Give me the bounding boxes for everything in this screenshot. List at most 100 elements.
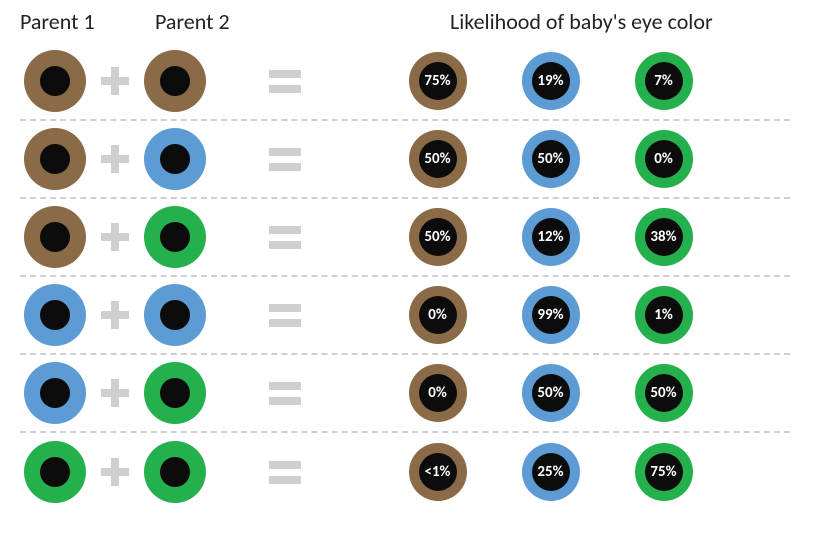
percent-brown: 0% bbox=[419, 374, 457, 412]
eye-brown-icon: <1% bbox=[409, 443, 467, 501]
result-brown-cell: 50% bbox=[390, 130, 485, 188]
pupil-icon bbox=[160, 300, 190, 330]
eye-brown-icon bbox=[24, 128, 86, 190]
percent-green: 1% bbox=[645, 296, 683, 334]
parent1-cell bbox=[20, 206, 90, 268]
header-likelihood: Likelihood of baby's eye color bbox=[450, 8, 790, 35]
pupil-icon bbox=[160, 222, 190, 252]
eye-color-chart: Parent 1 Parent 2 Likelihood of baby's e… bbox=[0, 0, 820, 553]
eye-green-icon bbox=[144, 362, 206, 424]
plus-icon bbox=[101, 223, 129, 251]
eye-blue-icon: 12% bbox=[522, 208, 580, 266]
parent2-cell bbox=[140, 284, 210, 346]
result-green-cell: 38% bbox=[616, 208, 711, 266]
percent-brown: 0% bbox=[419, 296, 457, 334]
eye-brown-icon: 0% bbox=[409, 364, 467, 422]
eye-green-icon bbox=[144, 441, 206, 503]
result-blue-cell: 19% bbox=[503, 52, 598, 110]
equals-icon bbox=[269, 304, 301, 327]
equals-cell bbox=[210, 382, 360, 405]
percent-brown: 75% bbox=[419, 62, 457, 100]
table-row: 50% 50% 0% bbox=[20, 121, 790, 199]
eye-blue-icon bbox=[144, 284, 206, 346]
eye-green-icon: 7% bbox=[635, 52, 693, 110]
result-brown-cell: 50% bbox=[390, 208, 485, 266]
pupil-icon bbox=[160, 66, 190, 96]
eye-blue-icon: 50% bbox=[522, 130, 580, 188]
equals-icon bbox=[269, 70, 301, 93]
parent2-cell bbox=[140, 50, 210, 112]
percent-blue: 25% bbox=[532, 453, 570, 491]
pupil-icon bbox=[40, 457, 70, 487]
pupil-icon bbox=[40, 300, 70, 330]
eye-brown-icon: 75% bbox=[409, 52, 467, 110]
eye-green-icon bbox=[24, 441, 86, 503]
result-brown-cell: 0% bbox=[390, 364, 485, 422]
eye-blue-icon bbox=[144, 128, 206, 190]
parent2-cell bbox=[140, 441, 210, 503]
eye-blue-icon: 19% bbox=[522, 52, 580, 110]
percent-blue: 99% bbox=[532, 296, 570, 334]
result-green-cell: 1% bbox=[616, 286, 711, 344]
result-brown-cell: <1% bbox=[390, 443, 485, 501]
equals-cell bbox=[210, 148, 360, 171]
pupil-icon bbox=[40, 66, 70, 96]
percent-brown: 50% bbox=[419, 140, 457, 178]
header-parent1: Parent 1 bbox=[20, 8, 125, 35]
percent-blue: 50% bbox=[532, 140, 570, 178]
plus-icon bbox=[101, 301, 129, 329]
pupil-icon bbox=[40, 144, 70, 174]
eye-blue-icon bbox=[24, 284, 86, 346]
eye-brown-icon bbox=[24, 206, 86, 268]
parent1-cell bbox=[20, 362, 90, 424]
result-brown-cell: 75% bbox=[390, 52, 485, 110]
eye-green-icon: 38% bbox=[635, 208, 693, 266]
eye-green-icon: 0% bbox=[635, 130, 693, 188]
equals-cell bbox=[210, 461, 360, 484]
plus-cell bbox=[90, 458, 140, 486]
parent2-cell bbox=[140, 128, 210, 190]
plus-cell bbox=[90, 301, 140, 329]
pupil-icon bbox=[40, 222, 70, 252]
eye-green-icon: 1% bbox=[635, 286, 693, 344]
eye-brown-icon: 50% bbox=[409, 208, 467, 266]
header-parent2: Parent 2 bbox=[155, 8, 260, 35]
equals-cell bbox=[210, 226, 360, 249]
result-blue-cell: 12% bbox=[503, 208, 598, 266]
equals-cell bbox=[210, 304, 360, 327]
parent1-cell bbox=[20, 128, 90, 190]
table-row: 0% 50% 50% bbox=[20, 355, 790, 433]
equals-icon bbox=[269, 148, 301, 171]
parent1-cell bbox=[20, 50, 90, 112]
equals-icon bbox=[269, 461, 301, 484]
result-blue-cell: 50% bbox=[503, 364, 598, 422]
pupil-icon bbox=[160, 378, 190, 408]
plus-cell bbox=[90, 223, 140, 251]
table-row: 75% 19% 7% bbox=[20, 43, 790, 121]
plus-cell bbox=[90, 145, 140, 173]
eye-green-icon: 75% bbox=[635, 443, 693, 501]
eye-blue-icon: 99% bbox=[522, 286, 580, 344]
plus-icon bbox=[101, 379, 129, 407]
eye-blue-icon: 50% bbox=[522, 364, 580, 422]
equals-icon bbox=[269, 382, 301, 405]
eye-brown-icon bbox=[24, 50, 86, 112]
percent-blue: 50% bbox=[532, 374, 570, 412]
table-row: 50% 12% 38% bbox=[20, 199, 790, 277]
eye-green-icon: 50% bbox=[635, 364, 693, 422]
result-green-cell: 75% bbox=[616, 443, 711, 501]
percent-green: 50% bbox=[645, 374, 683, 412]
plus-cell bbox=[90, 67, 140, 95]
pupil-icon bbox=[160, 144, 190, 174]
eye-brown-icon: 50% bbox=[409, 130, 467, 188]
parent2-cell bbox=[140, 362, 210, 424]
result-green-cell: 50% bbox=[616, 364, 711, 422]
percent-green: 75% bbox=[645, 453, 683, 491]
eye-blue-icon: 25% bbox=[522, 443, 580, 501]
percent-brown: <1% bbox=[419, 453, 457, 491]
plus-icon bbox=[101, 458, 129, 486]
table-row: <1% 25% 75% bbox=[20, 433, 790, 511]
eye-green-icon bbox=[144, 206, 206, 268]
eye-brown-icon: 0% bbox=[409, 286, 467, 344]
percent-blue: 19% bbox=[532, 62, 570, 100]
